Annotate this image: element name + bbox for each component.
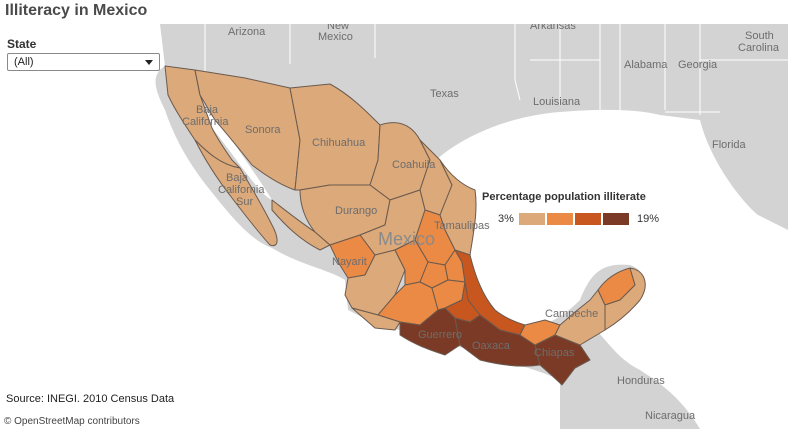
state-filter-label: State (7, 37, 37, 51)
gulf-of-mexico-water (436, 109, 788, 429)
label-new-mexico-2: Mexico (318, 31, 353, 43)
legend-min-label: 3% (498, 213, 514, 225)
legend-swatch-3[interactable] (574, 212, 602, 226)
pacific-ocean-water (0, 24, 560, 429)
label-baja-california-sur-3: Sur (236, 196, 254, 208)
label-nicaragua: Nicaragua (645, 410, 696, 422)
legend-swatch-1[interactable] (518, 212, 546, 226)
label-nayarit: Nayarit (332, 256, 367, 268)
label-baja-california-2: California (182, 116, 229, 128)
map-attribution[interactable]: © OpenStreetMap contributors (4, 416, 140, 427)
label-new-mexico-1: New (327, 24, 350, 32)
legend-swatch-4[interactable] (602, 212, 630, 226)
chiapas-state[interactable] (534, 334, 591, 386)
durango-state[interactable] (299, 184, 391, 246)
label-campeche: Campeche (545, 308, 599, 320)
map-svg[interactable] (0, 24, 788, 429)
label-alabama: Alabama (624, 59, 668, 71)
page-title: Illiteracy in Mexico (5, 2, 148, 19)
label-oaxaca: Oaxaca (472, 340, 510, 352)
source-note: Source: INEGI. 2010 Census Data (6, 393, 175, 405)
label-chihuahua: Chihuahua (312, 137, 366, 149)
oaxaca-state[interactable] (454, 314, 541, 367)
label-georgia: Georgia (678, 59, 718, 71)
colima-state[interactable] (351, 307, 401, 331)
label-chiapas: Chiapas (534, 347, 575, 359)
label-guerrero: Guerrero (418, 329, 463, 341)
chevron-down-icon[interactable] (145, 60, 153, 65)
label-south-carolina-1: South (745, 30, 774, 42)
baja-california-sur-state[interactable] (194, 139, 278, 247)
label-baja-california-sur-1: Baja (226, 172, 249, 184)
label-honduras: Honduras (617, 375, 665, 387)
jalisco-state[interactable] (344, 249, 406, 316)
sinaloa-state[interactable] (271, 199, 331, 251)
label-coahuila: Coahuila (392, 159, 436, 171)
label-tamaulipas: Tamaulipas (434, 220, 490, 232)
legend-swatch-2[interactable] (546, 212, 574, 226)
label-durango: Durango (335, 205, 378, 217)
state-filter-dropdown[interactable]: (All) (7, 53, 160, 71)
label-florida: Florida (712, 139, 746, 151)
legend-title: Percentage population illiterate (482, 191, 646, 203)
label-arizona: Arizona (228, 26, 266, 38)
title-bar: Illiteracy in Mexico (0, 0, 788, 24)
label-texas: Texas (430, 88, 459, 100)
guerrero-state[interactable] (399, 307, 461, 356)
quintana-roo-state[interactable] (604, 267, 646, 331)
label-arkansas: Arkansas (530, 24, 576, 32)
gulf-of-california-water (195, 95, 272, 200)
label-baja-california-1: Baja (196, 104, 219, 116)
us-state-borders (204, 24, 788, 120)
map-view[interactable]: Arizona New Mexico Arkansas South Caroli… (0, 24, 788, 429)
legend-max-label: 19% (637, 213, 660, 225)
label-louisiana: Louisiana (533, 96, 581, 108)
state-filter-value: (All) (14, 56, 34, 68)
label-sonora: Sonora (245, 124, 281, 136)
label-mexico: Mexico (378, 229, 436, 249)
label-baja-california-sur-2: California (218, 184, 265, 196)
label-south-carolina-2: Carolina (738, 42, 779, 54)
mexico-states (164, 65, 646, 386)
